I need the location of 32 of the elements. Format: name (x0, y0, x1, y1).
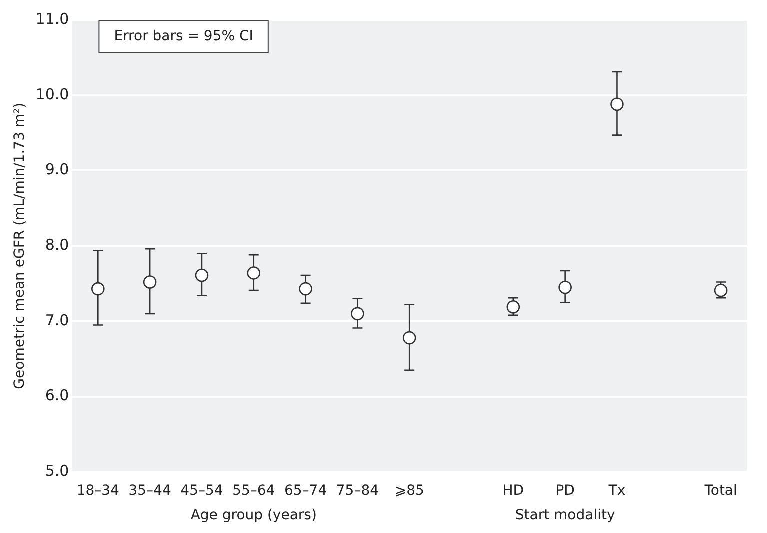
point (351, 307, 364, 321)
y-tick-label: 7.0 (45, 311, 70, 330)
point (195, 268, 209, 282)
x-tick-label: 45–54 (180, 483, 224, 500)
y-tick-label: 5.0 (45, 462, 70, 480)
point (143, 276, 157, 289)
point (247, 266, 261, 280)
point (402, 331, 416, 345)
x-tick-label: PD (556, 483, 575, 500)
point (299, 282, 312, 296)
point (92, 282, 105, 296)
x-tick-label: Total (704, 483, 738, 500)
x-tick-label: 65–74 (284, 483, 328, 500)
x-tick-label: Tx (608, 483, 626, 500)
x-tick-label: 18–34 (76, 483, 120, 500)
point (558, 280, 572, 294)
point (506, 300, 520, 314)
y-tick-label: 8.0 (45, 236, 70, 254)
x-tick-label: 75–84 (336, 483, 380, 500)
y-axis-title: Geometric mean eGFR (mL/min/1.73 m²) (12, 102, 28, 390)
y-tick-label: 10.0 (36, 85, 70, 104)
annotation: Error bars = 95% CI (114, 28, 254, 45)
x-axis-title: Age group (years) (190, 508, 317, 524)
x-tick-label: HD (502, 483, 524, 500)
y-tick-label: 9.0 (45, 160, 70, 179)
text: Start modality (515, 508, 616, 524)
point (610, 98, 624, 112)
y-tick-label: 11.0 (36, 10, 70, 28)
x-tick-label: 55–64 (232, 483, 276, 500)
y-tick-label: 6.0 (45, 386, 70, 405)
x-tick-label: 35–44 (128, 483, 172, 500)
x-tick-label: ⩾85 (394, 483, 424, 500)
